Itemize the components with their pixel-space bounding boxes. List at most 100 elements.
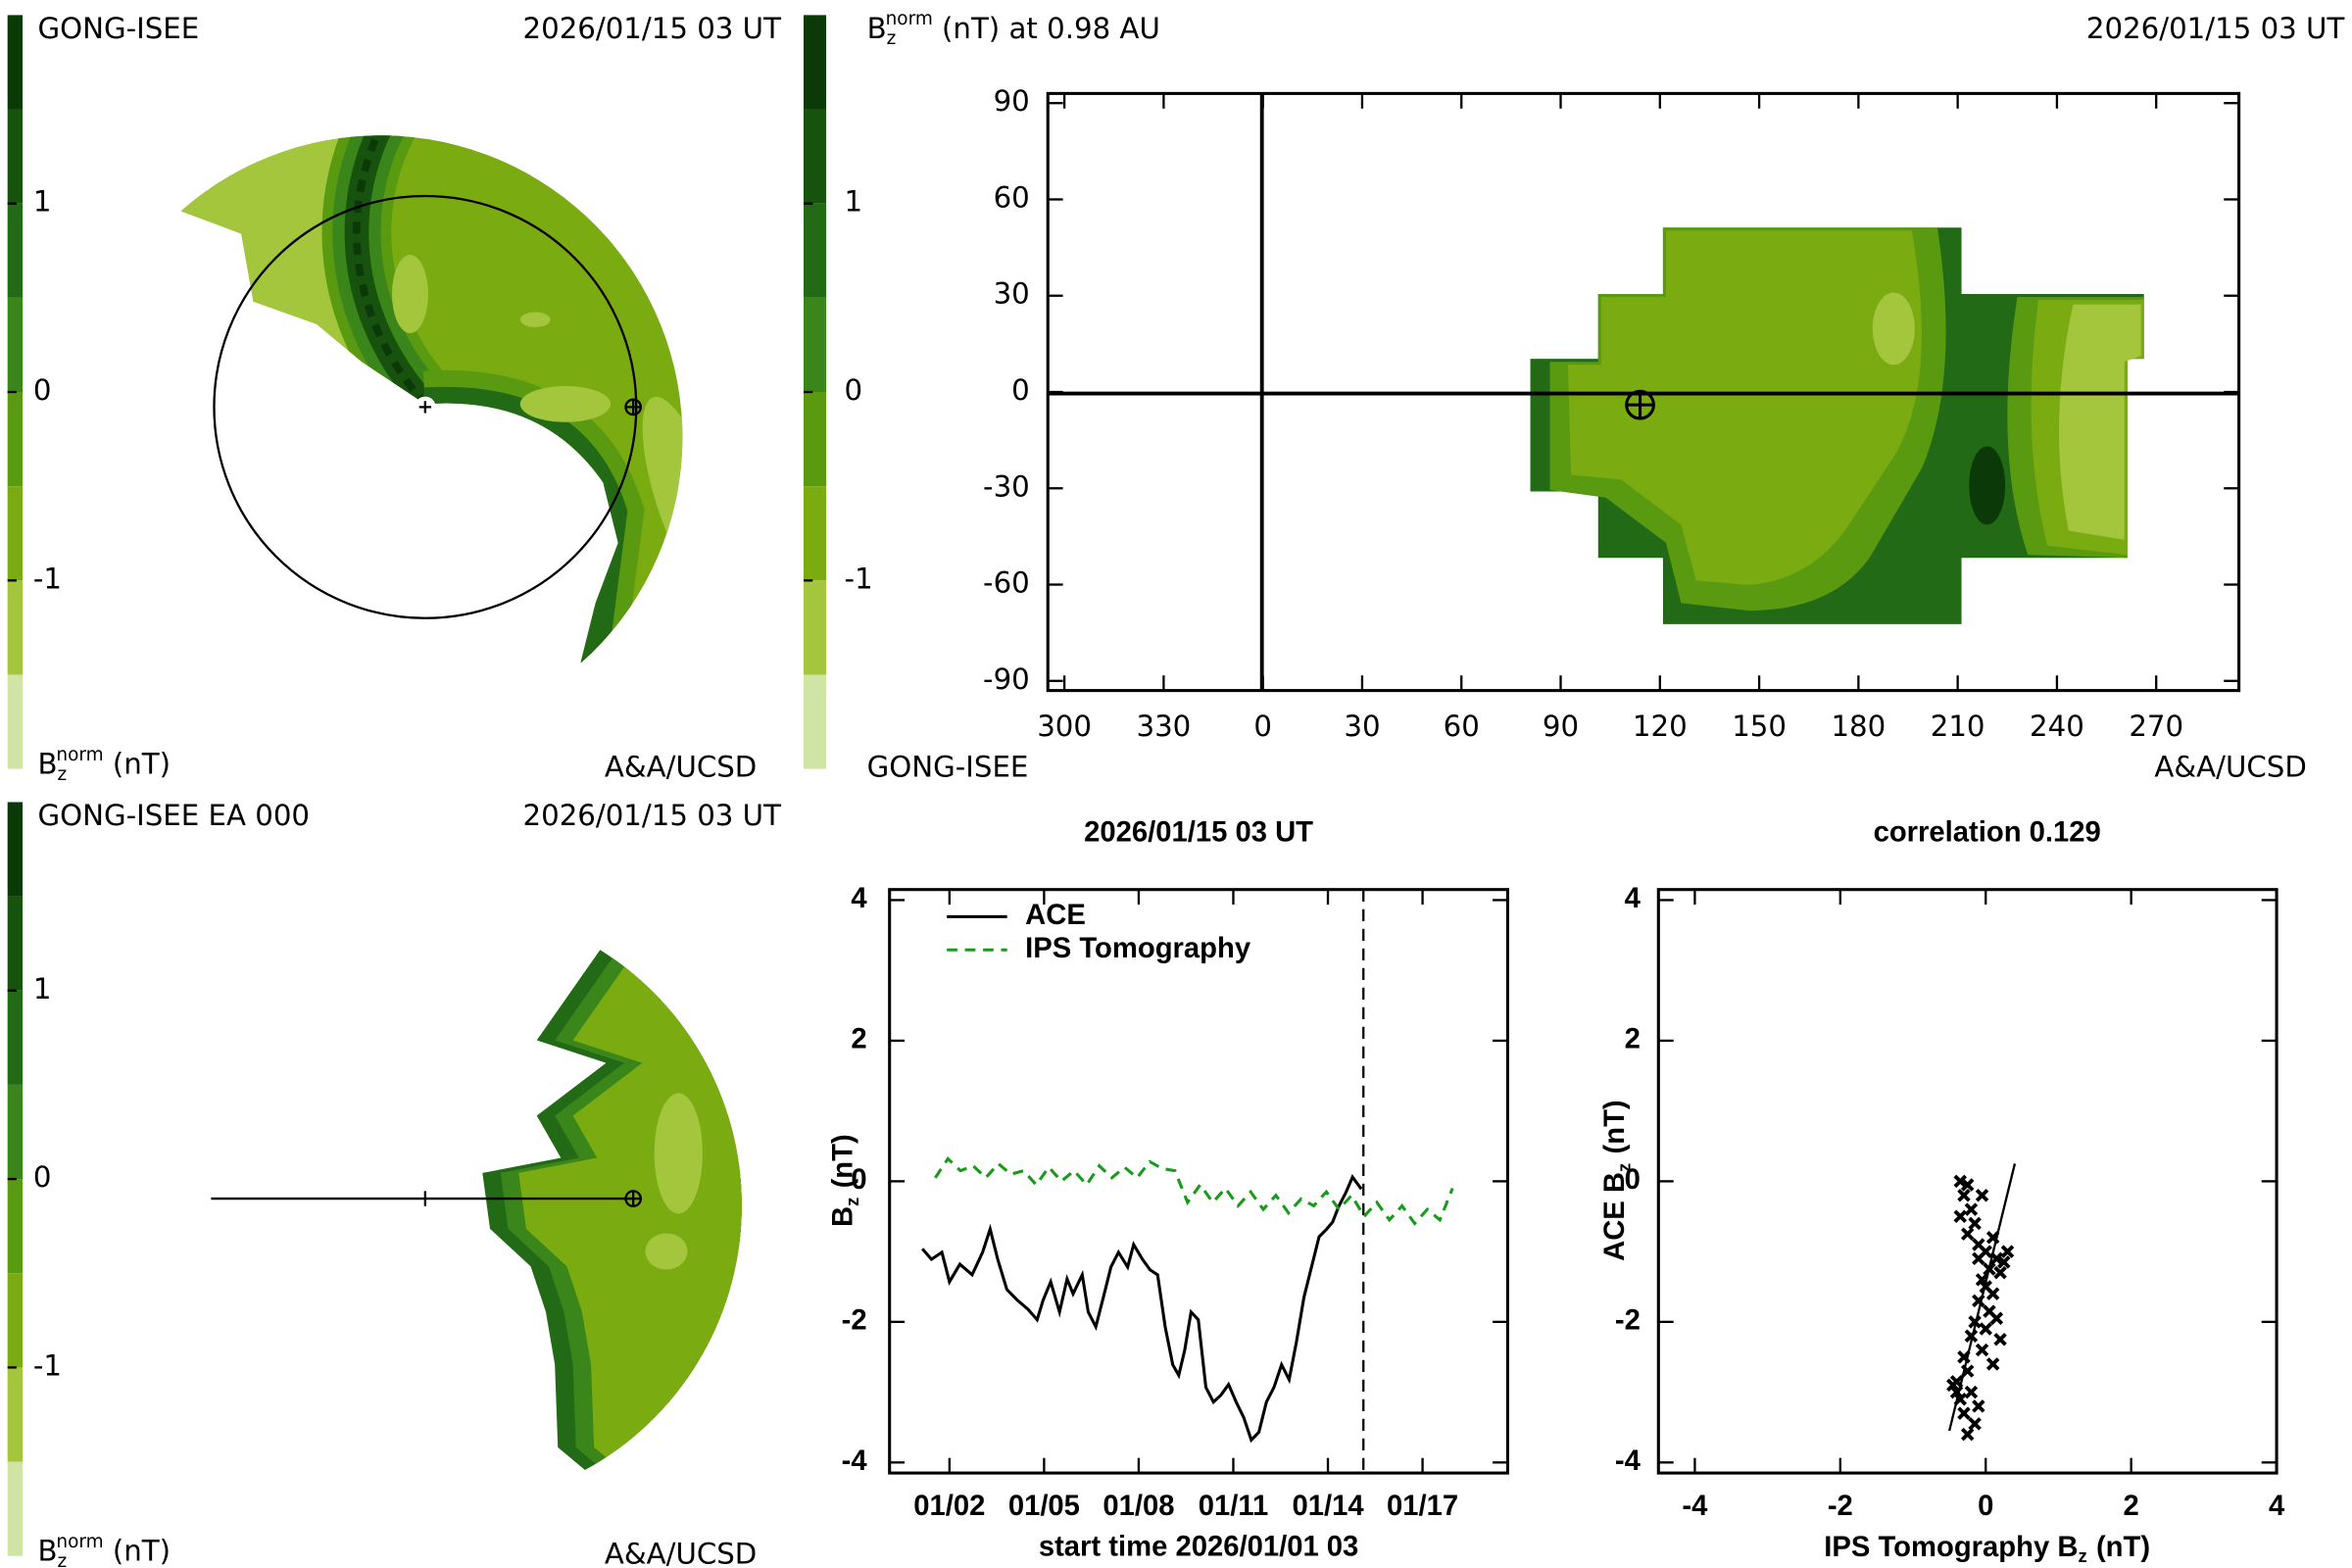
text-part: z (887, 28, 897, 49)
axis-labels: 01/02 01/05 01/08 01/11 01/14 01/17 -4 -2 0 2 4 (842, 883, 1459, 1522)
x-tick-label: 60 (1444, 710, 1480, 743)
scatter-point (2000, 1245, 2015, 1258)
scatter-point (1979, 1322, 1992, 1336)
date: 2026/01/15 03 UT (523, 12, 782, 45)
panel-label: GONG-ISEE (867, 751, 1029, 784)
chart-title: Bznorm (nT) at 0.98 AU (867, 9, 1160, 49)
contour-field (1530, 227, 2144, 624)
colorbar-band (804, 580, 827, 675)
scatter-point (1964, 1202, 1979, 1216)
scatter-point (1985, 1357, 2000, 1371)
y-tick-label: 4 (851, 883, 867, 914)
x-tick-label: 0 (1253, 710, 1272, 743)
colorbar-band (7, 203, 24, 298)
x-axis-label: start time 2026/01/01 03 (1039, 1532, 1358, 1563)
colorbar-tick-label: 0 (845, 373, 863, 407)
scatter-point (1993, 1265, 2007, 1280)
credit: A&A/UCSD (2154, 751, 2306, 784)
scatter-point (1997, 1255, 2011, 1269)
text-part: norm (56, 1532, 103, 1552)
x-tick-label: 2 (2124, 1491, 2139, 1522)
colorbar-band (804, 486, 827, 581)
panel-label: GONG-ISEE (37, 12, 199, 45)
y-tick-label: -30 (983, 469, 1030, 503)
colorbar-band (7, 1084, 24, 1180)
y-tick-label: -90 (983, 662, 1030, 696)
text-part: norm (886, 9, 933, 29)
data-line (920, 1174, 1363, 1444)
labels: 2026/01/15 03 UT start time 2026/01/01 03 (1039, 816, 1358, 1562)
labels: correlation 0.129 (1874, 816, 2101, 848)
y-tick-label: -4 (842, 1446, 868, 1477)
x-tick-label: 240 (2030, 710, 2084, 743)
text-part: ACE B (1599, 1172, 1631, 1261)
credit: A&A/UCSD (605, 751, 757, 784)
x-tick-label: 180 (1831, 710, 1886, 743)
text-part: (nT) (2096, 1532, 2150, 1563)
colorbar-band (7, 1179, 24, 1274)
earth-cross (1626, 391, 1654, 418)
y-tick-label: 90 (994, 84, 1030, 118)
colorbar-tick-label: 1 (33, 972, 52, 1005)
text-part: (nT) (113, 748, 171, 781)
text-part: norm (56, 745, 103, 765)
reference-lines (1048, 93, 2239, 691)
colorbar-band (7, 1461, 24, 1556)
plot-frame (1656, 888, 2278, 1475)
scatter-point (1985, 1287, 2000, 1300)
scatter-point (1957, 1188, 1971, 1202)
colorbar-label: Bznorm (nT) (37, 1532, 171, 1568)
text-part: z (1613, 1163, 1634, 1172)
credit: A&A/UCSD (605, 1538, 757, 1568)
date: 2026/01/15 03 UT (2086, 12, 2345, 45)
colorbar-band (7, 1367, 24, 1462)
sun-earth-line (211, 1191, 634, 1206)
colorbar-tick-label: 1 (845, 185, 863, 219)
x-tick-label: 90 (1543, 710, 1579, 743)
y-axis-label: ACE Bz (nT) (1599, 1100, 1634, 1261)
text-part: (nT) (827, 1134, 858, 1188)
scatter-point (1968, 1417, 1982, 1431)
x-tick-label: -4 (1682, 1491, 1708, 1522)
x-tick-label: 01/08 (1102, 1491, 1174, 1522)
date: 2026/01/15 03 UT (523, 799, 782, 832)
x-tick-label: 30 (1344, 710, 1380, 743)
scatter-point (1968, 1216, 1982, 1231)
text-part: (nT) at 0.98 AU (942, 12, 1160, 45)
colorbar-tick-label: 0 (33, 373, 52, 407)
scatter-point (1960, 1178, 1975, 1192)
scatter-point (1993, 1333, 2007, 1347)
chart-title: 2026/01/15 03 UT (1084, 816, 1313, 848)
y-tick-label: 0 (1625, 1164, 1641, 1196)
contour-field (482, 950, 742, 1470)
y-tick-label: -2 (1615, 1305, 1641, 1337)
y-tick-label: 4 (1625, 883, 1642, 914)
text-part: B (867, 12, 887, 45)
text-part: B (37, 748, 57, 781)
colorbar-band (804, 109, 827, 204)
scatter-point (1964, 1385, 1979, 1399)
earth-marker (1625, 389, 1655, 420)
y-tick-label: 2 (1625, 1024, 1641, 1055)
colorbar-band (7, 674, 24, 769)
x-tick-label: 4 (2269, 1491, 2285, 1522)
x-tick-label: 120 (1633, 710, 1688, 743)
plot-frame (888, 888, 1509, 1475)
x-tick-label: 150 (1732, 710, 1787, 743)
chart-title: correlation 0.129 (1874, 816, 2101, 848)
colorbar-band (804, 392, 827, 487)
data-line (934, 1156, 1454, 1226)
colorbar-band (7, 580, 24, 675)
y-tick-label: 0 (1011, 373, 1030, 407)
text-part: z (58, 764, 68, 785)
x-tick-label: 300 (1037, 710, 1092, 743)
scatter-point (1972, 1251, 1985, 1266)
colorbar-band (7, 990, 24, 1085)
scatter-point (1972, 1399, 1985, 1413)
y-tick-label: 2 (851, 1024, 866, 1055)
scatter-point (1975, 1343, 1989, 1357)
x-tick-label: 01/14 (1292, 1491, 1364, 1522)
text-part: (nT) (1599, 1100, 1631, 1153)
